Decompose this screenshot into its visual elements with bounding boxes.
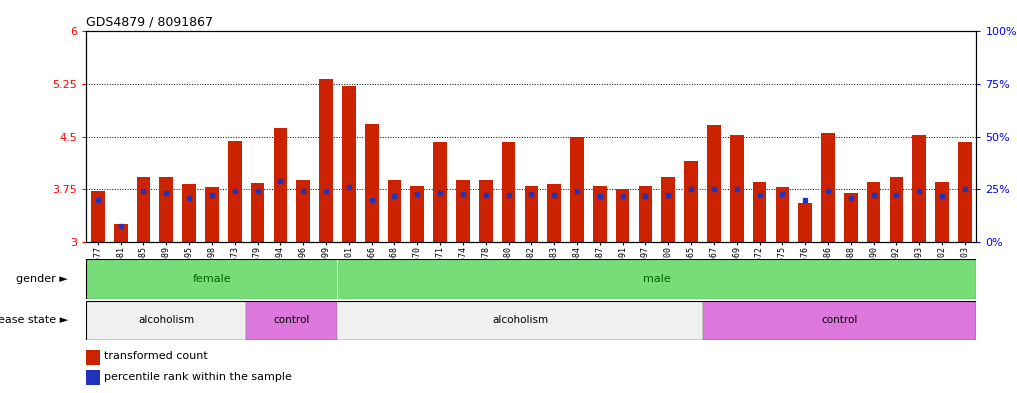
Text: alcoholism: alcoholism bbox=[138, 315, 194, 325]
Bar bbox=[433, 142, 446, 242]
Bar bbox=[866, 182, 881, 242]
Bar bbox=[411, 185, 424, 242]
Bar bbox=[547, 184, 561, 242]
Bar bbox=[707, 125, 721, 242]
Bar bbox=[91, 191, 105, 242]
Bar bbox=[319, 79, 333, 242]
Bar bbox=[136, 176, 151, 242]
Bar bbox=[86, 350, 100, 365]
Bar bbox=[456, 180, 470, 242]
Text: alcoholism: alcoholism bbox=[492, 315, 548, 325]
Bar bbox=[501, 142, 516, 242]
Text: control: control bbox=[274, 315, 310, 325]
Bar bbox=[703, 301, 976, 340]
Bar bbox=[730, 135, 743, 242]
Bar bbox=[936, 182, 949, 242]
Bar bbox=[525, 185, 538, 242]
Bar bbox=[616, 189, 630, 242]
Text: male: male bbox=[643, 274, 671, 284]
Bar bbox=[296, 180, 310, 242]
Bar bbox=[387, 180, 402, 242]
Bar bbox=[338, 259, 976, 299]
Bar bbox=[844, 193, 857, 242]
Bar bbox=[274, 128, 287, 242]
Bar bbox=[684, 161, 698, 242]
Bar bbox=[86, 259, 338, 299]
Bar bbox=[86, 370, 100, 385]
Bar bbox=[593, 185, 607, 242]
Text: percentile rank within the sample: percentile rank within the sample bbox=[105, 372, 292, 382]
Bar bbox=[205, 187, 219, 242]
Bar bbox=[661, 177, 675, 242]
Bar bbox=[251, 183, 264, 242]
Bar bbox=[798, 203, 812, 242]
Text: gender ►: gender ► bbox=[16, 274, 68, 284]
Bar bbox=[776, 187, 789, 242]
Bar bbox=[821, 133, 835, 242]
Bar bbox=[246, 301, 338, 340]
Bar bbox=[479, 180, 492, 242]
Bar bbox=[160, 176, 173, 242]
Bar bbox=[338, 301, 703, 340]
Bar bbox=[86, 301, 246, 340]
Bar bbox=[753, 182, 767, 242]
Bar bbox=[228, 141, 242, 242]
Text: GDS4879 / 8091867: GDS4879 / 8091867 bbox=[86, 16, 214, 29]
Text: female: female bbox=[192, 274, 231, 284]
Bar bbox=[571, 136, 584, 242]
Text: control: control bbox=[822, 315, 857, 325]
Text: transformed count: transformed count bbox=[105, 351, 208, 361]
Bar bbox=[890, 176, 903, 242]
Bar bbox=[342, 86, 356, 242]
Bar bbox=[114, 224, 127, 242]
Bar bbox=[639, 185, 652, 242]
Bar bbox=[365, 124, 378, 242]
Bar bbox=[958, 142, 972, 242]
Bar bbox=[182, 184, 196, 242]
Bar bbox=[912, 135, 926, 242]
Text: disease state ►: disease state ► bbox=[0, 315, 68, 325]
